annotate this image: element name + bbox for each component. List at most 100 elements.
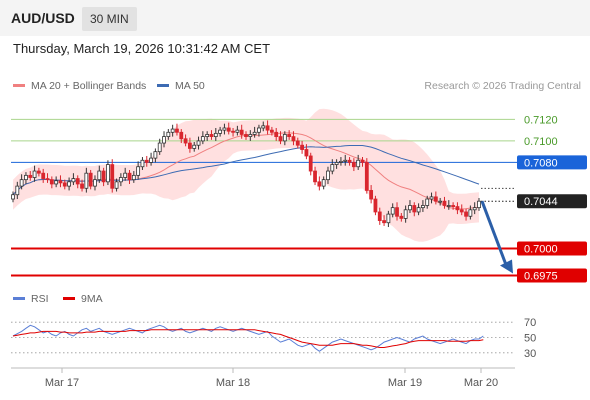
candle xyxy=(58,175,63,188)
level-label-0.7120: 0.7120 xyxy=(524,114,558,126)
candle-body xyxy=(67,181,71,187)
chart-header: AUD/USD 30 MIN xyxy=(0,0,590,36)
candle-body xyxy=(356,159,361,168)
candle-body xyxy=(88,172,93,187)
candle-body xyxy=(386,213,391,224)
candle xyxy=(386,210,391,228)
candle xyxy=(231,127,235,137)
candle-body xyxy=(97,170,102,181)
candle xyxy=(278,131,283,145)
candle-body xyxy=(308,155,313,172)
candle xyxy=(84,167,89,193)
candle xyxy=(377,207,382,225)
candle-body xyxy=(326,170,330,181)
candle xyxy=(32,165,37,182)
candle-body xyxy=(459,209,464,213)
candle xyxy=(192,141,197,152)
candle xyxy=(88,169,93,190)
candle-body xyxy=(200,136,205,142)
timestamp: Thursday, March 19, 2026 10:31:42 AM CET xyxy=(13,41,271,56)
candle-body xyxy=(321,179,326,187)
candle-body xyxy=(45,178,50,181)
last-price-tag xyxy=(517,194,587,209)
candle-body xyxy=(162,136,166,144)
candle-body xyxy=(136,166,141,176)
last-price-label: 0.7044 xyxy=(524,196,558,208)
candle-body xyxy=(222,127,227,131)
rsi-level-label-30: 30 xyxy=(524,348,536,360)
x-tick-label: Mar 17 xyxy=(45,377,79,389)
candle-body xyxy=(304,149,309,157)
candle-body xyxy=(399,215,404,219)
candle-body xyxy=(364,162,369,191)
legend-ma50-swatch xyxy=(157,83,169,87)
bollinger-band xyxy=(13,108,479,242)
x-tick-label: Mar 20 xyxy=(464,377,498,389)
candle-body xyxy=(166,131,171,137)
candle xyxy=(287,130,292,140)
candle-body xyxy=(144,159,149,163)
candle xyxy=(80,179,84,192)
candle-body xyxy=(373,198,378,213)
candle xyxy=(183,134,188,147)
candle-body xyxy=(442,200,447,206)
timeframe-button[interactable]: 30 MIN xyxy=(82,7,137,31)
legend-rsi-ma: 9MA xyxy=(63,293,103,305)
candle-body xyxy=(123,172,128,178)
candle xyxy=(162,131,166,148)
candle-body xyxy=(412,205,417,213)
candle-body xyxy=(118,177,123,183)
candle xyxy=(188,137,192,153)
candle xyxy=(239,124,244,139)
candle-body xyxy=(339,160,343,163)
candle xyxy=(209,130,214,140)
candle xyxy=(330,159,335,175)
candle xyxy=(67,177,71,191)
candle-body xyxy=(127,172,132,181)
candle xyxy=(313,166,317,186)
candle xyxy=(118,173,123,187)
x-tick-label: Mar 18 xyxy=(216,377,250,389)
candle-body xyxy=(425,198,430,206)
candle xyxy=(464,208,468,221)
candle-body xyxy=(54,180,59,185)
candle-body xyxy=(351,162,356,168)
candle-body xyxy=(226,127,231,132)
candle xyxy=(36,167,41,177)
candle-body xyxy=(62,182,67,187)
legend-ma20-label: MA 20 + Bollinger Bands xyxy=(31,80,147,92)
candle-body xyxy=(390,207,395,215)
candle-body xyxy=(244,134,248,137)
candle xyxy=(131,171,136,183)
candle-body xyxy=(101,170,106,183)
candle xyxy=(317,176,322,191)
candle-body xyxy=(32,170,37,178)
candle xyxy=(425,195,430,209)
candle xyxy=(339,157,343,166)
rsi-line xyxy=(12,324,484,352)
currency-pair-title: AUD/USD xyxy=(11,10,75,26)
candle-body xyxy=(235,129,240,133)
candle-body xyxy=(205,134,210,137)
candle xyxy=(153,148,158,163)
candle-body xyxy=(140,159,145,168)
candle-body xyxy=(347,159,352,163)
candle-body xyxy=(300,144,304,150)
candle xyxy=(24,172,28,184)
candle-body xyxy=(274,131,279,137)
candle xyxy=(446,200,451,210)
candle-body xyxy=(265,125,270,131)
candle xyxy=(468,205,473,220)
candle xyxy=(416,203,421,216)
candle-body xyxy=(468,209,473,217)
candle xyxy=(351,158,356,172)
candle xyxy=(157,138,162,155)
candle-body xyxy=(24,174,28,181)
candle-body xyxy=(71,178,76,183)
level-label-0.6975: 0.6975 xyxy=(524,270,558,282)
candle xyxy=(265,120,270,135)
candle xyxy=(114,178,119,192)
candle xyxy=(144,155,149,167)
candle xyxy=(179,129,184,144)
candle xyxy=(252,126,257,138)
